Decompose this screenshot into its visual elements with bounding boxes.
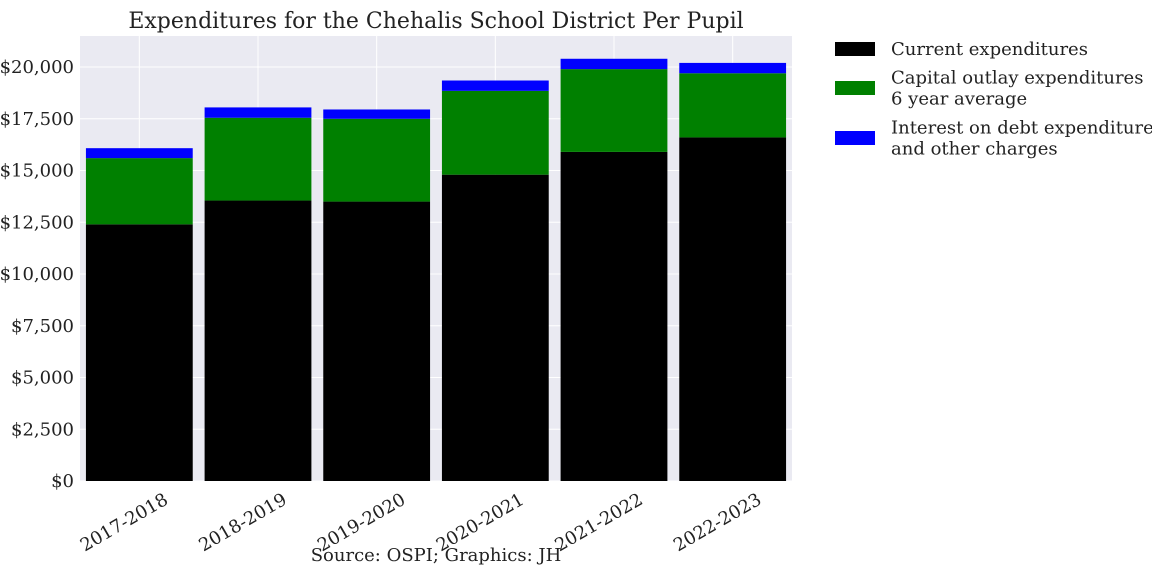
- y-tick-label: $10,000: [0, 264, 74, 285]
- x-axis-label: Source: OSPI; Graphics: JH: [311, 545, 562, 566]
- bar-segment-3-2017-2018: [85, 148, 193, 159]
- y-axis: $0 $2,500 $5,000 $7,500 $10,000 $12,500 $15,00…: [0, 57, 74, 492]
- bar-segment-3-2021-2022: [560, 58, 668, 70]
- bar-segment-1-2018-2019: [204, 200, 312, 481]
- bar-segment-2-2017-2018: [85, 158, 193, 225]
- legend-swatch: [835, 42, 875, 56]
- y-tick-label: $2,500: [11, 419, 74, 440]
- x-tick-label: 2022-2023: [670, 489, 765, 556]
- legend-swatch: [835, 131, 875, 145]
- x-tick-label: 2017-2018: [77, 489, 172, 556]
- y-tick-label: $0: [51, 471, 74, 492]
- bar-segment-2-2018-2019: [204, 117, 312, 201]
- legend-label: Interest on debt expenditures and other c…: [891, 118, 1152, 160]
- bar-segment-3-2019-2020: [323, 109, 431, 119]
- y-tick-label: $7,500: [11, 316, 74, 337]
- plot-area: [80, 36, 792, 481]
- legend: Current expenditures Capital outlay expen…: [835, 39, 1152, 160]
- bar-segment-2-2022-2023: [679, 73, 787, 138]
- legend-label: Current expenditures: [891, 39, 1088, 60]
- bar-segment-3-2022-2023: [679, 62, 787, 74]
- x-tick-label: 2021-2022: [551, 489, 646, 556]
- y-tick-label: $20,000: [0, 57, 74, 78]
- y-tick-label: $17,500: [0, 109, 74, 130]
- bar-segment-1-2021-2022: [560, 151, 668, 481]
- y-tick-label: $15,000: [0, 161, 74, 182]
- bar-segment-3-2018-2019: [204, 107, 312, 118]
- bar-segment-1-2022-2023: [679, 137, 787, 481]
- bar-segment-2-2021-2022: [560, 69, 668, 152]
- bar-segment-1-2020-2021: [441, 174, 549, 481]
- bar-segment-1-2017-2018: [85, 224, 193, 482]
- bar-segment-2-2019-2020: [323, 118, 431, 202]
- y-tick-label: $12,500: [0, 212, 74, 233]
- bar-segment-3-2020-2021: [441, 80, 549, 91]
- chart-title: Expenditures for the Chehalis School Dis…: [128, 9, 743, 34]
- legend-swatch: [835, 81, 875, 95]
- legend-label: Capital outlay expenditures 6 year averag…: [891, 68, 1143, 110]
- x-tick-label: 2018-2019: [195, 489, 290, 556]
- bar-segment-2-2020-2021: [441, 90, 549, 175]
- y-tick-label: $5,000: [11, 368, 74, 389]
- bar-segment-1-2019-2020: [323, 201, 431, 481]
- bars: [85, 58, 787, 482]
